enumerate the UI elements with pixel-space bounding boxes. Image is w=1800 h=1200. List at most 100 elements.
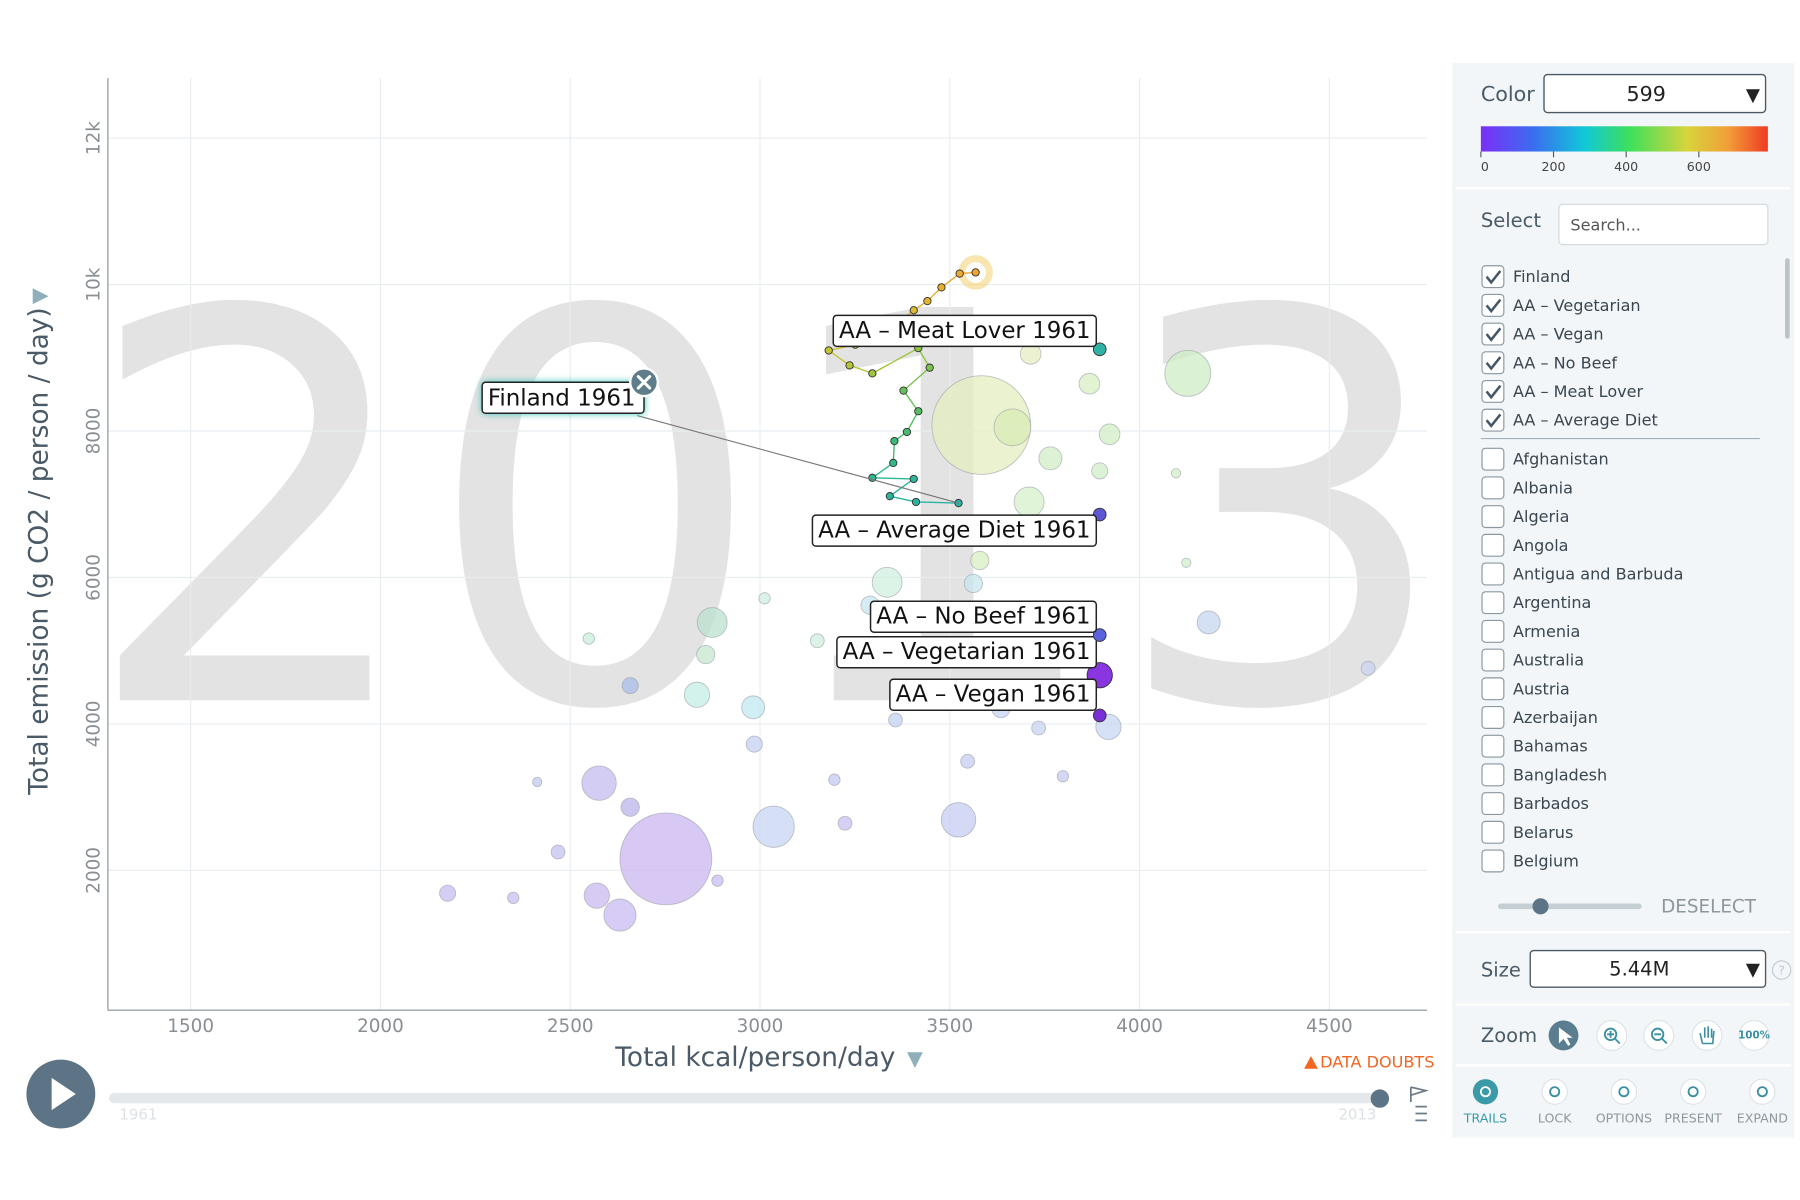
toolbar-icon[interactable]: [1749, 1078, 1776, 1105]
checkbox[interactable]: [1481, 734, 1505, 758]
toolbar-button[interactable]: OPTIONS: [1596, 1111, 1652, 1126]
x-axis-menu[interactable]: ▼: [907, 1046, 923, 1070]
checkbox[interactable]: [1481, 562, 1505, 586]
bubble[interactable]: [888, 712, 903, 728]
bubble[interactable]: [581, 765, 617, 801]
bubble[interactable]: [745, 735, 763, 753]
toolbar-button[interactable]: LOCK: [1538, 1111, 1572, 1126]
bubble[interactable]: [696, 607, 728, 638]
series-point[interactable]: [1092, 628, 1107, 642]
trail-point[interactable]: [911, 497, 921, 507]
bubble[interactable]: [809, 633, 825, 649]
data-doubts[interactable]: DATA DOUBTS: [1320, 1052, 1434, 1071]
checkbox[interactable]: [1481, 322, 1505, 346]
toolbar-icon[interactable]: [1610, 1078, 1638, 1105]
checkbox[interactable]: [1481, 763, 1505, 787]
list-item-label[interactable]: Finland: [1513, 267, 1570, 286]
zoom-tool[interactable]: [1596, 1019, 1628, 1051]
slider-knob[interactable]: [1532, 898, 1549, 915]
trail-point[interactable]: [955, 269, 964, 278]
list-item-label[interactable]: Albania: [1513, 478, 1573, 497]
bubble[interactable]: [683, 681, 711, 708]
bubble[interactable]: [970, 550, 990, 571]
bubble[interactable]: [758, 592, 771, 605]
point-label[interactable]: Finland 1961: [488, 385, 636, 411]
checkbox[interactable]: [1481, 849, 1505, 873]
list-item-label[interactable]: Azerbaijan: [1513, 708, 1598, 727]
trail-point[interactable]: [868, 369, 877, 378]
bubble[interactable]: [828, 773, 841, 786]
trail-point[interactable]: [914, 407, 923, 416]
list-item-label[interactable]: Angola: [1513, 536, 1569, 555]
y-axis-menu[interactable]: ▼: [27, 288, 51, 304]
point-label[interactable]: AA – Vegan 1961: [896, 682, 1091, 708]
color-scale[interactable]: [1480, 126, 1768, 152]
trail-point[interactable]: [889, 458, 898, 468]
trail-point[interactable]: [909, 306, 918, 315]
bubble[interactable]: [1360, 660, 1376, 676]
checkbox[interactable]: [1481, 705, 1505, 729]
trail-point[interactable]: [902, 427, 912, 437]
trail-point[interactable]: [845, 361, 854, 370]
toolbar-button[interactable]: PRESENT: [1664, 1111, 1722, 1126]
list-item-label[interactable]: Belgium: [1513, 851, 1579, 870]
bubble[interactable]: [940, 802, 977, 838]
list-item-label[interactable]: Australia: [1513, 651, 1584, 670]
list-item-label[interactable]: AA – Average Diet: [1513, 411, 1658, 430]
trail-point[interactable]: [923, 296, 932, 306]
bubble[interactable]: [532, 776, 543, 788]
list-item-label[interactable]: AA – Vegetarian: [1513, 296, 1641, 315]
zoom-tool[interactable]: [1691, 1019, 1723, 1051]
bubble[interactable]: [993, 408, 1032, 447]
list-item-label[interactable]: Bangladesh: [1513, 765, 1607, 784]
trail-point[interactable]: [954, 498, 963, 508]
bubble[interactable]: [439, 884, 457, 902]
timeline-track[interactable]: [109, 1092, 1386, 1104]
checkbox[interactable]: [1481, 265, 1505, 289]
checkbox[interactable]: [1481, 408, 1505, 432]
toolbar-icon[interactable]: [1679, 1078, 1707, 1105]
timeline-flag[interactable]: [1409, 1086, 1430, 1122]
bubble[interactable]: [583, 882, 610, 909]
timeline-handle[interactable]: [1370, 1089, 1390, 1108]
list-item-label[interactable]: Antigua and Barbuda: [1513, 564, 1683, 583]
bubble[interactable]: [1013, 486, 1045, 518]
bubble[interactable]: [1056, 770, 1070, 783]
point-label[interactable]: AA – Average Diet 1961: [818, 518, 1090, 544]
trail-point[interactable]: [824, 346, 833, 355]
bubble[interactable]: [603, 898, 637, 932]
checkbox[interactable]: [1481, 351, 1505, 375]
list-item-label[interactable]: Argentina: [1513, 593, 1591, 612]
checkbox[interactable]: [1481, 379, 1505, 403]
bubble[interactable]: [1170, 468, 1182, 479]
list-item-label[interactable]: Armenia: [1513, 622, 1580, 641]
bubble[interactable]: [837, 815, 853, 831]
checkbox[interactable]: [1481, 648, 1505, 672]
checkbox[interactable]: [1481, 476, 1505, 500]
slider-track[interactable]: [1498, 903, 1642, 910]
point-label[interactable]: AA – No Beef 1961: [876, 604, 1090, 630]
bubble[interactable]: [696, 644, 716, 665]
scrollbar[interactable]: [1785, 258, 1790, 339]
list-item-label[interactable]: AA – Meat Lover: [1513, 382, 1644, 401]
bubble[interactable]: [871, 566, 903, 598]
bubble[interactable]: [550, 844, 566, 860]
deselect-button[interactable]: DESELECT: [1661, 896, 1757, 917]
bubble[interactable]: [619, 812, 713, 906]
size-dropdown[interactable]: [1529, 949, 1767, 988]
checkbox[interactable]: [1481, 505, 1505, 529]
series-point[interactable]: [1092, 342, 1107, 357]
point-label[interactable]: AA – Meat Lover 1961: [839, 318, 1091, 344]
list-item-label[interactable]: Austria: [1513, 679, 1570, 698]
bubble[interactable]: [1031, 720, 1047, 736]
bubble[interactable]: [1196, 610, 1221, 635]
help-icon[interactable]: [1771, 960, 1792, 980]
checkbox[interactable]: [1481, 293, 1505, 317]
point-label[interactable]: AA – Vegetarian 1961: [843, 639, 1091, 665]
bubble[interactable]: [507, 891, 520, 905]
toolbar-button[interactable]: TRAILS: [1463, 1111, 1507, 1126]
checkbox[interactable]: [1481, 792, 1505, 816]
list-item-label[interactable]: Bahamas: [1513, 737, 1588, 756]
zoom-tool[interactable]: [1643, 1019, 1675, 1051]
bubble[interactable]: [621, 677, 639, 695]
